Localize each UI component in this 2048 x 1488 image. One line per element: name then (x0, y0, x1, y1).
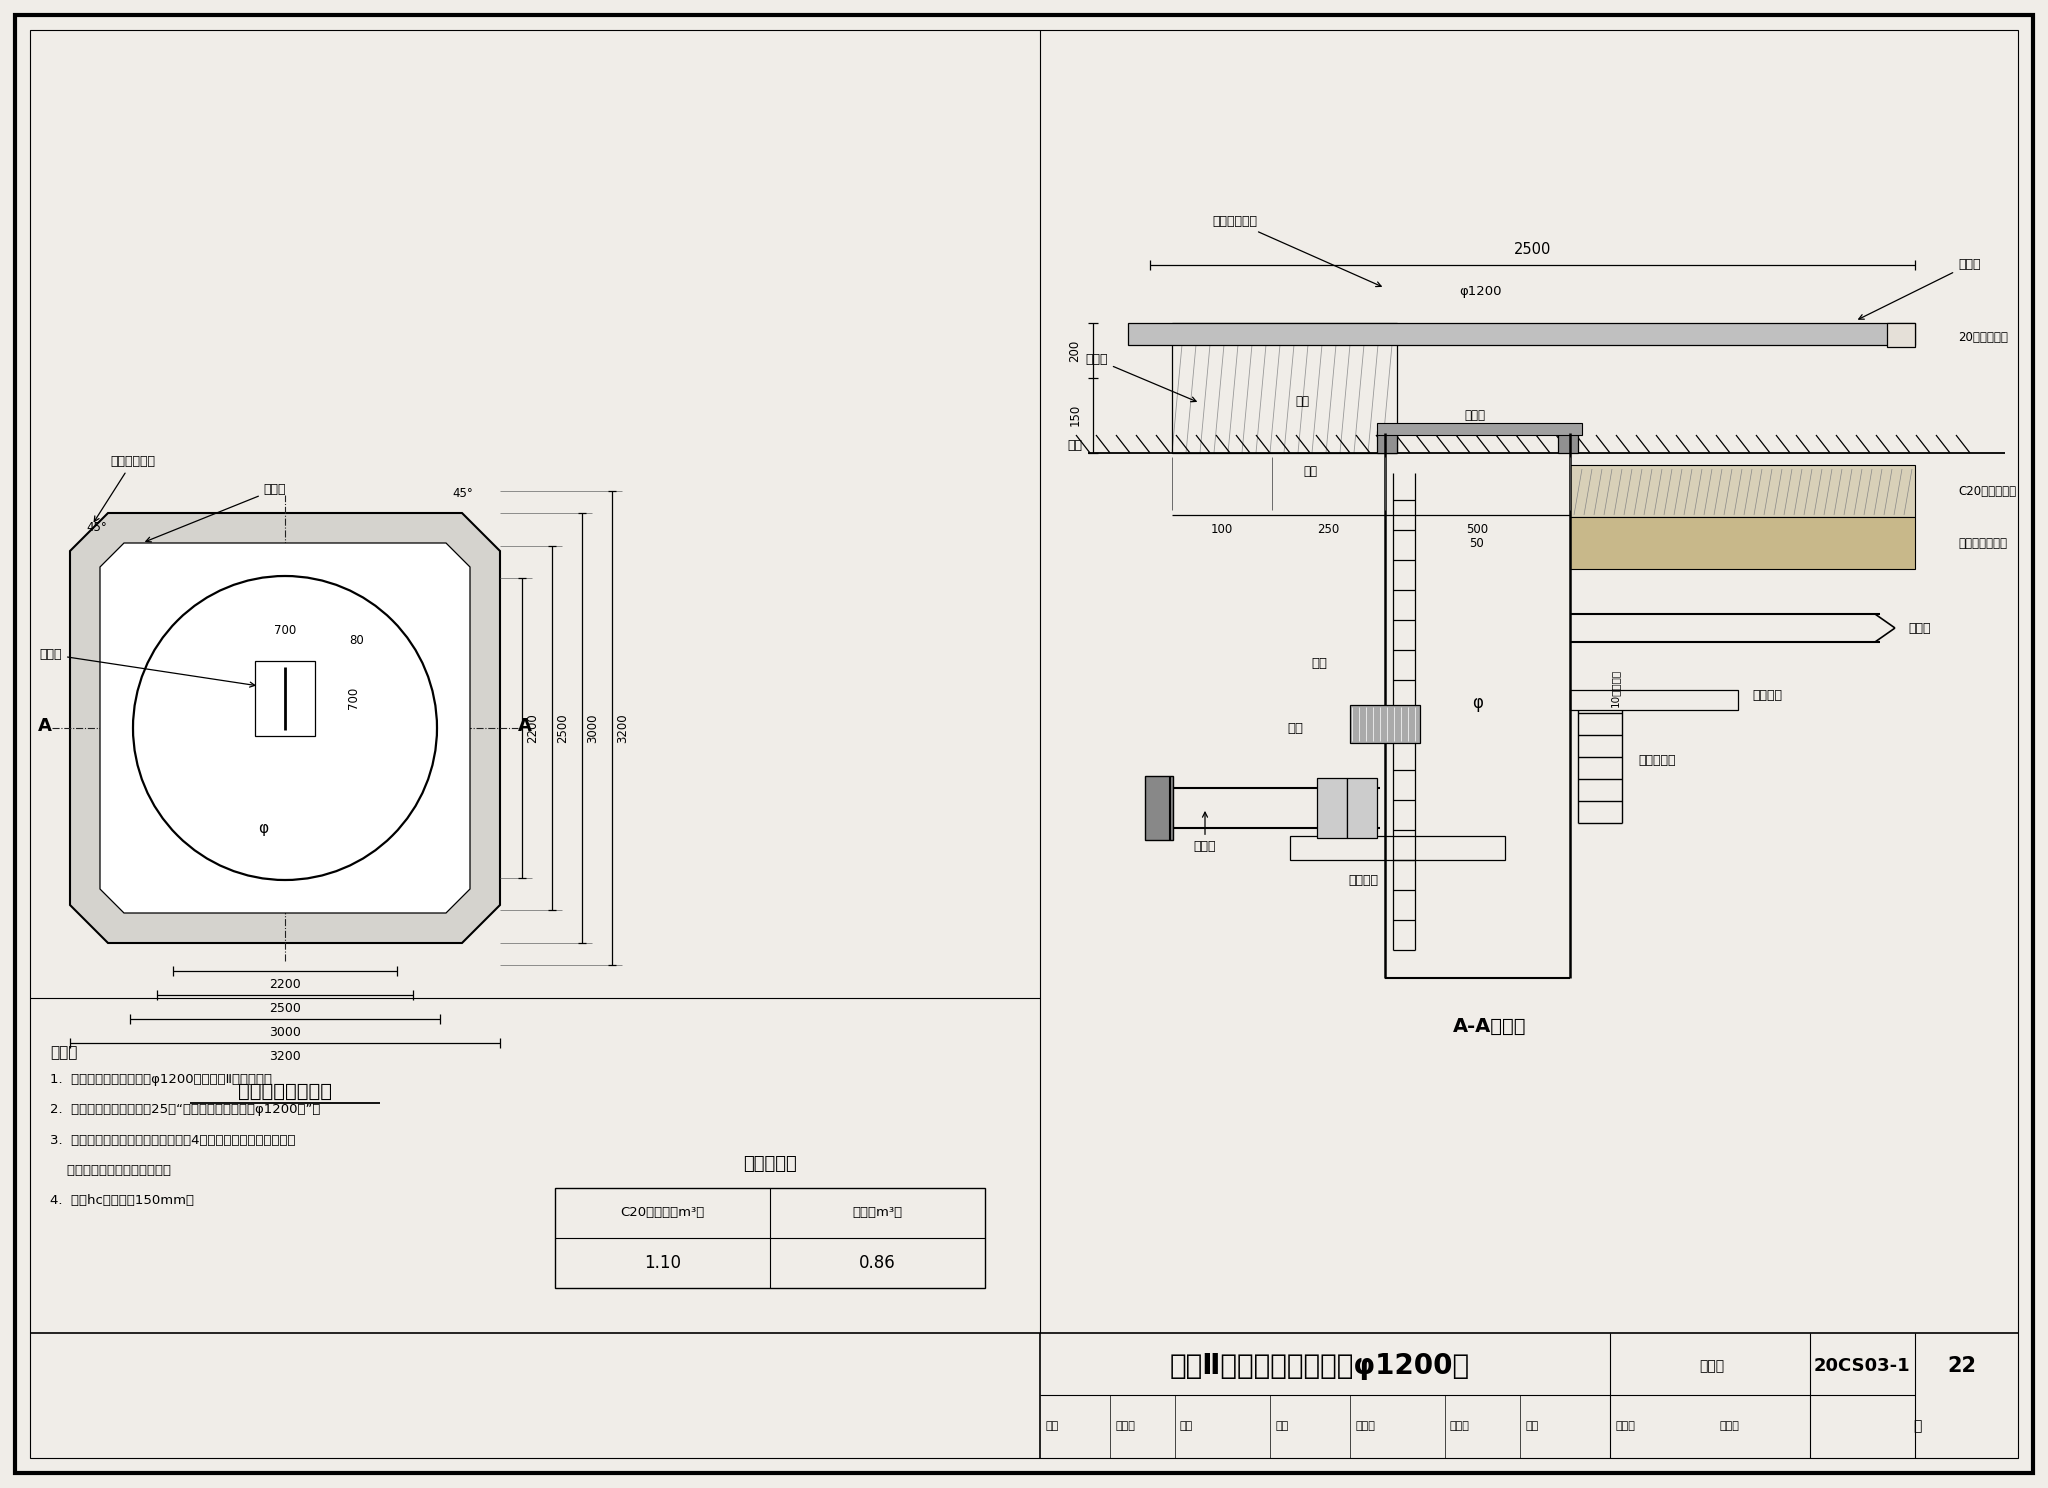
Text: 3200: 3200 (268, 1049, 301, 1062)
Text: 0.86: 0.86 (858, 1254, 895, 1272)
Text: 3000: 3000 (268, 1025, 301, 1039)
Text: 筒体顶部结构平面: 筒体顶部结构平面 (238, 1082, 332, 1101)
Bar (1571, 690, 1739, 710)
Bar (1145, 777, 1174, 841)
Text: A-A剪面图: A-A剪面图 (1454, 1016, 1526, 1036)
Text: 人孔盖: 人孔盖 (39, 647, 254, 687)
Text: 邱善迟: 邱善迟 (1450, 1421, 1470, 1431)
Text: 150: 150 (1069, 403, 1081, 426)
Text: 1.  本图适用于筒体直径为φ1200采用泵站Ⅱ型的安装。: 1. 本图适用于筒体直径为φ1200采用泵站Ⅱ型的安装。 (49, 1073, 272, 1086)
Bar (1348, 778, 1376, 838)
Text: 预埋件: 预埋件 (1085, 353, 1196, 402)
Text: 10厅防腐层: 10厅防腐层 (1610, 670, 1620, 707)
Text: 审核: 审核 (1044, 1421, 1059, 1431)
Bar (1376, 423, 1581, 434)
Bar (1350, 705, 1419, 743)
Text: 2200: 2200 (268, 978, 301, 991)
Text: 格栅: 格栅 (1286, 722, 1303, 735)
Bar (1317, 778, 1348, 838)
Text: 筒体: 筒体 (1311, 656, 1327, 670)
Bar (1571, 464, 1915, 516)
Text: 进水管: 进水管 (1194, 812, 1217, 853)
Text: 泵站Ⅱ型安装顶部做法（φ1200）: 泵站Ⅱ型安装顶部做法（φ1200） (1169, 1353, 1470, 1379)
Bar (555, 1187, 985, 1289)
Text: φ1200: φ1200 (1458, 284, 1501, 298)
Text: 垫层材料表: 垫层材料表 (743, 1155, 797, 1173)
Text: 45°: 45° (453, 487, 473, 500)
Text: 1.10: 1.10 (643, 1254, 682, 1272)
Text: 700: 700 (346, 687, 360, 710)
Text: 2500: 2500 (268, 1001, 301, 1015)
Text: 鑉盖板: 鑉盖板 (1464, 409, 1485, 421)
Bar (1171, 323, 1397, 452)
Text: 任合明: 任合明 (1720, 1421, 1741, 1431)
Text: 承压板: 承压板 (1860, 257, 1980, 318)
Text: 3000: 3000 (586, 713, 600, 743)
Text: 在设备维护吸装时整体打开。: 在设备维护吸装时整体打开。 (49, 1164, 170, 1177)
Text: 2.  承压板做法见本图集第25页“泵站承压板结构图（φ1200）”。: 2. 承压板做法见本图集第25页“泵站承压板结构图（φ1200）”。 (49, 1104, 319, 1116)
Text: φ: φ (258, 820, 268, 835)
Text: 3200: 3200 (616, 713, 629, 743)
Text: 图集号: 图集号 (1700, 1359, 1724, 1373)
Bar (1571, 516, 1915, 568)
Text: C20混凝土（m³）: C20混凝土（m³） (621, 1207, 705, 1220)
Text: 200: 200 (1069, 339, 1081, 362)
Text: 地面: 地面 (1067, 439, 1081, 451)
Text: 700: 700 (274, 623, 297, 637)
Text: C20混凝土垫层: C20混凝土垫层 (1958, 485, 2015, 497)
Text: 3.  定位板焊接在承压板圆形孔内侧的4个预埋件上，圆形钉盖板需: 3. 定位板焊接在承压板圆形孔内侧的4个预埋件上，圆形钉盖板需 (49, 1134, 295, 1146)
Text: 250: 250 (1317, 522, 1339, 536)
Bar (1128, 323, 1915, 345)
Text: 人孔: 人孔 (1294, 394, 1309, 408)
Text: 操作平台: 操作平台 (1751, 689, 1782, 701)
Polygon shape (70, 513, 500, 943)
Text: 设计: 设计 (1526, 1421, 1538, 1431)
Text: 80: 80 (350, 634, 365, 647)
Text: 4.  图中hc不应小于150mm。: 4. 图中hc不应小于150mm。 (49, 1193, 195, 1207)
Text: 20厚塑料挡圈: 20厚塑料挡圈 (1958, 330, 2007, 344)
Bar (1290, 836, 1505, 860)
Text: 格栅平台: 格栅平台 (1348, 873, 1378, 887)
Bar (1886, 323, 1915, 347)
Text: 20CS03-1: 20CS03-1 (1815, 1357, 1911, 1375)
Text: 45°: 45° (86, 521, 106, 534)
Text: 宁君军: 宁君军 (1114, 1421, 1135, 1431)
Text: 页: 页 (1913, 1420, 1921, 1433)
Text: 张全明: 张全明 (1616, 1421, 1634, 1431)
Text: 钉盖板定位板: 钉盖板定位板 (1212, 214, 1380, 287)
Text: 2500: 2500 (557, 713, 569, 743)
Text: 2500: 2500 (1513, 241, 1550, 256)
Polygon shape (100, 543, 469, 914)
Text: 郊野: 郊野 (1180, 1421, 1194, 1431)
Text: 筒体外轮廓线: 筒体外轮廓线 (94, 455, 156, 521)
Text: 出水管: 出水管 (1909, 622, 1931, 634)
Text: 不锈锂爬梯: 不锈锂爬梯 (1638, 753, 1675, 766)
Bar (1559, 432, 1579, 452)
Text: 邢堂吨: 邢堂吨 (1356, 1421, 1374, 1431)
Text: 100: 100 (1210, 522, 1233, 536)
Text: A: A (518, 717, 532, 735)
Text: 承压板: 承压板 (145, 484, 287, 542)
Text: 2200: 2200 (526, 713, 539, 743)
Text: 碎石或卵石垫层: 碎石或卵石垫层 (1958, 537, 2007, 549)
Bar (256, 661, 315, 735)
Text: 校对: 校对 (1276, 1421, 1288, 1431)
Bar (1376, 432, 1397, 452)
Text: A: A (39, 717, 51, 735)
Text: 500: 500 (1466, 522, 1489, 536)
Text: 说明：: 说明： (49, 1046, 78, 1061)
Text: 碎石（m³）: 碎石（m³） (852, 1207, 903, 1220)
Text: 50: 50 (1470, 537, 1485, 549)
Text: 22: 22 (1948, 1356, 1976, 1376)
Text: 焊劳: 焊劳 (1303, 464, 1317, 478)
Text: φ: φ (1473, 693, 1483, 711)
